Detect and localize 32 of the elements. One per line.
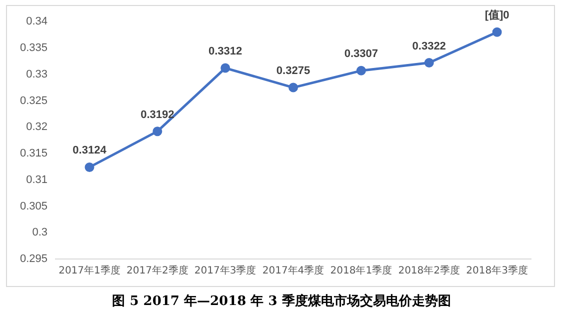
x-tick-label: 2017年4季度 <box>262 264 324 277</box>
y-tick-label: 0.295 <box>20 253 48 266</box>
y-tick-label: 0.335 <box>20 42 48 54</box>
point <box>356 66 366 76</box>
data-label: 0.3307 <box>344 48 378 60</box>
y-tick-label: 0.315 <box>20 148 48 160</box>
x-tick-label: 2018年3季度 <box>466 264 528 277</box>
point <box>288 82 298 92</box>
x-tick-label: 2017年1季度 <box>58 264 120 277</box>
y-tick-label: 0.32 <box>26 121 48 134</box>
y-tick-label: 0.33 <box>26 68 48 80</box>
point <box>84 162 94 172</box>
data-label: 0.3192 <box>140 108 174 121</box>
data-label: 0.3275 <box>276 65 310 78</box>
x-tick-label: 2018年2季度 <box>398 264 460 277</box>
data-label: 0.3312 <box>208 46 242 58</box>
y-tick-label: 0.325 <box>20 94 48 107</box>
point <box>220 63 230 73</box>
x-tick-label: 2017年3季度 <box>194 264 256 277</box>
data-label: 0.3322 <box>412 40 446 52</box>
y-tick-label: 0.3 <box>32 226 48 239</box>
data-label: 0.3124 <box>72 144 108 157</box>
point <box>424 58 434 68</box>
point <box>152 126 162 136</box>
point <box>492 27 502 37</box>
y-tick-label: 0.305 <box>20 200 48 212</box>
data-label: [值]0 <box>484 10 510 22</box>
y-tick-label: 0.31 <box>26 174 48 186</box>
text: 图 5 2017 年—2018 年 3 季度煤电市场交易电价走势图 <box>111 292 452 310</box>
y-tick-label: 0.34 <box>26 16 48 28</box>
x-tick-label: 2017年2季度 <box>126 264 188 277</box>
x-tick-label: 2018年1季度 <box>330 264 392 277</box>
